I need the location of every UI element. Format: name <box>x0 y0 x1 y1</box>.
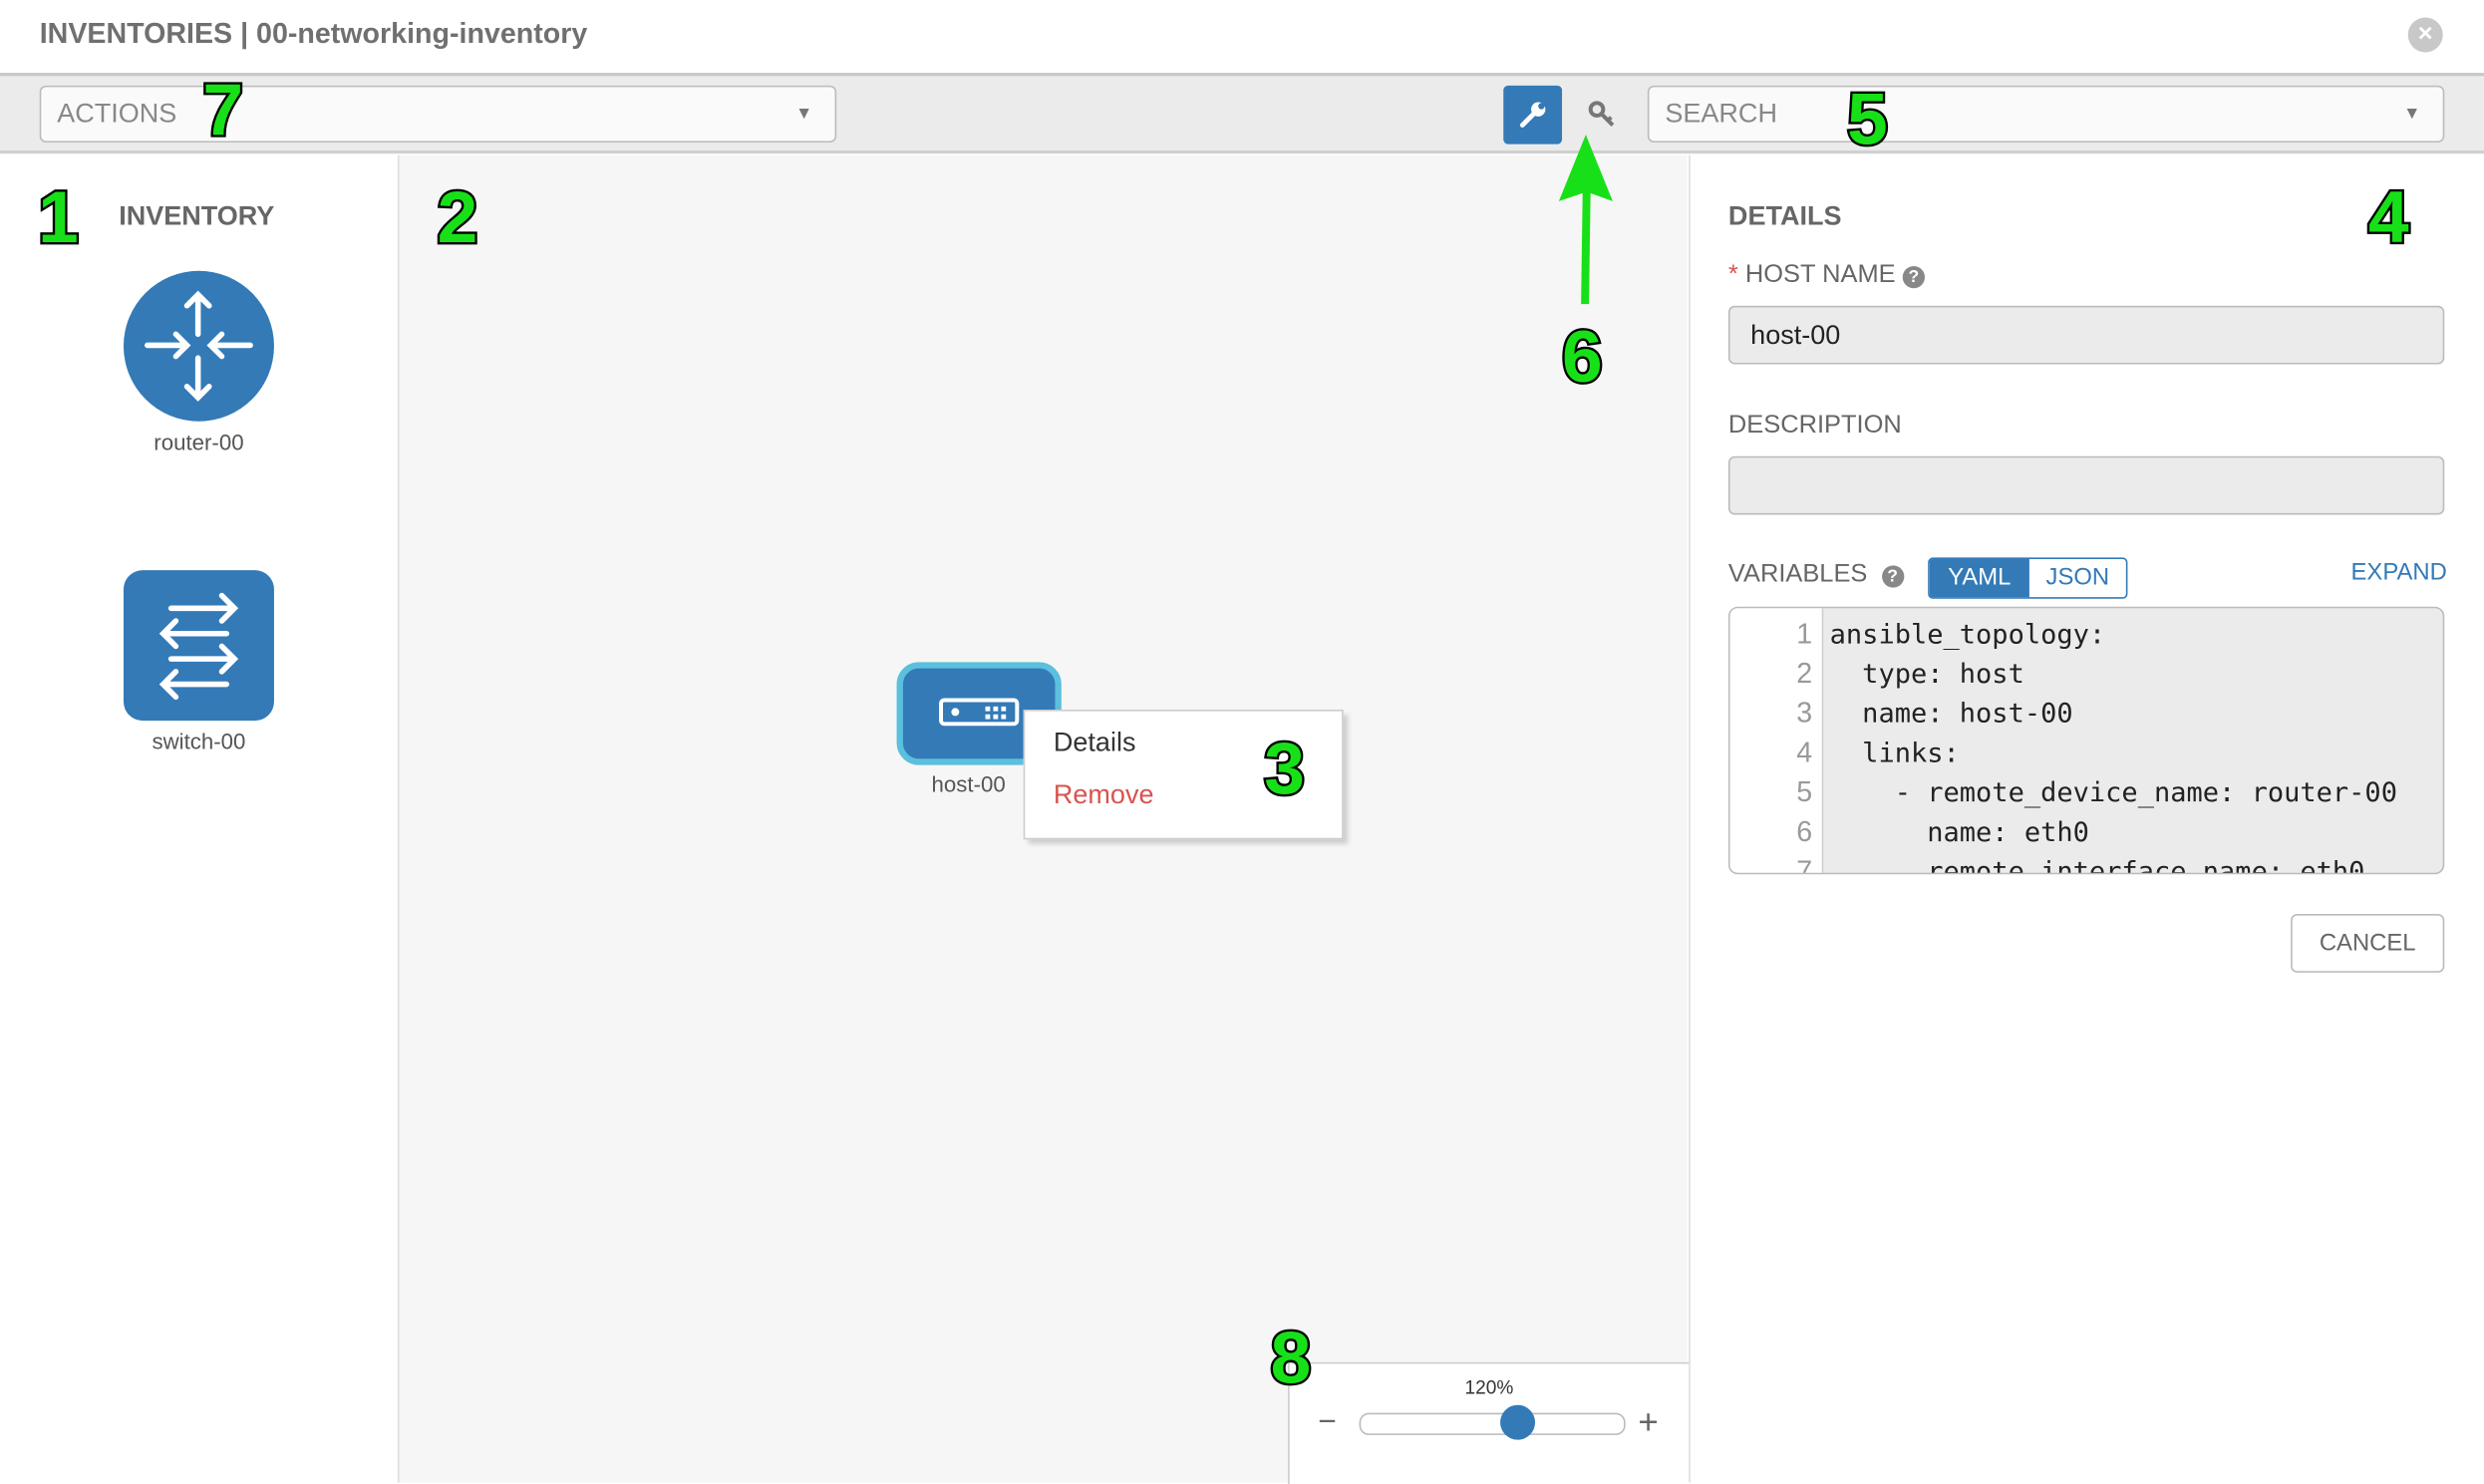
help-icon[interactable]: ? <box>1881 565 1904 588</box>
description-input[interactable] <box>1727 455 2445 515</box>
expand-link[interactable]: EXPAND <box>2350 559 2447 587</box>
key-tool-button[interactable] <box>1572 86 1631 145</box>
annotation-6: 6 <box>1560 313 1605 400</box>
required-mark: * <box>1727 261 1738 289</box>
context-menu-remove[interactable]: Remove <box>1053 778 1154 810</box>
cancel-button[interactable]: CANCEL <box>2291 914 2445 973</box>
router-icon <box>145 290 253 402</box>
annotation-8: 8 <box>1268 1314 1313 1400</box>
context-menu: Details Remove <box>1023 710 1344 840</box>
zoom-slider[interactable] <box>1359 1412 1626 1435</box>
variables-editor[interactable]: 1 ansible_topology: 2 type: host 3 name: ho… <box>1727 606 2445 875</box>
zoom-slider-thumb[interactable] <box>1500 1404 1536 1440</box>
wrench-tool-button[interactable] <box>1503 85 1563 145</box>
zoom-level: 120% <box>1464 1376 1514 1399</box>
variables-label: VARIABLES ? <box>1728 561 1904 590</box>
host-name-text: HOST NAME <box>1744 261 1896 289</box>
code-line: - remote_device_name: router-00 <box>1829 777 2397 810</box>
search-label: SEARCH <box>1665 98 1777 129</box>
line-number: 7 <box>1796 855 1813 875</box>
host-00-label: host-00 <box>931 770 1006 797</box>
zoom-control: 120% − + <box>1288 1361 1690 1484</box>
close-circle-icon[interactable]: × <box>2407 17 2443 53</box>
help-icon[interactable]: ? <box>1902 266 1925 289</box>
host-name-input[interactable]: host-00 <box>1727 305 2445 365</box>
line-number: 1 <box>1796 617 1813 650</box>
annotation-2: 2 <box>435 173 479 260</box>
code-line: type: host <box>1829 659 2024 691</box>
code-line: ansible_topology: <box>1829 619 2106 652</box>
key-icon <box>1587 101 1614 127</box>
line-number: 4 <box>1796 737 1813 768</box>
context-menu-details[interactable]: Details <box>1053 727 1136 757</box>
host-name-label: * HOST NAME ? <box>1728 261 1925 290</box>
actions-label: ACTIONS <box>57 98 177 129</box>
code-line: links: <box>1829 738 1960 770</box>
inventory-panel: INVENTORY router-00 switch-00 <box>0 154 400 1483</box>
host-icon <box>939 698 1020 727</box>
router-00-item[interactable] <box>123 270 274 422</box>
annotation-3: 3 <box>1262 725 1307 811</box>
code-line: name: eth0 <box>1829 817 2089 849</box>
yaml-toggle[interactable]: YAML <box>1929 559 2029 598</box>
format-toggle: YAML JSON <box>1928 557 2128 599</box>
annotation-4: 4 <box>2366 173 2411 260</box>
description-label: DESCRIPTION <box>1727 412 1902 440</box>
switch-00-label: switch-00 <box>152 729 246 754</box>
code-line: remote_interface_name: eth0 <box>1829 856 2365 875</box>
zoom-in-button[interactable]: + <box>1638 1401 1659 1442</box>
line-number: 5 <box>1796 775 1813 808</box>
line-gutter <box>1729 608 1824 873</box>
annotation-1: 1 <box>36 173 81 260</box>
zoom-out-button[interactable]: − <box>1318 1404 1337 1440</box>
variables-text: VARIABLES <box>1727 560 1868 588</box>
annotation-5: 5 <box>1845 75 1890 161</box>
router-00-label: router-00 <box>154 429 244 455</box>
page-title: INVENTORIES | 00-networking-inventory <box>39 17 588 50</box>
line-number: 2 <box>1796 657 1813 690</box>
chevron-down-icon: ▼ <box>2403 104 2421 124</box>
topology-canvas[interactable]: host-00 Details Remove 120% − + <box>399 154 1690 1484</box>
switch-00-item[interactable] <box>123 570 274 722</box>
wrench-icon <box>1519 102 1545 128</box>
details-heading: DETAILS <box>1727 200 1842 232</box>
annotation-7: 7 <box>200 66 245 152</box>
line-number: 6 <box>1796 815 1813 848</box>
json-toggle[interactable]: JSON <box>2045 563 2110 591</box>
search-dropdown[interactable]: SEARCH ▼ <box>1647 85 2445 144</box>
chevron-down-icon: ▼ <box>795 104 813 124</box>
switch-icon <box>158 592 239 701</box>
actions-dropdown[interactable]: ACTIONS ▼ <box>39 85 837 144</box>
code-line: name: host-00 <box>1829 698 2073 731</box>
toolbar: ACTIONS ▼ SEARCH ▼ <box>0 73 2484 154</box>
annotation-arrow-icon <box>1558 135 1613 305</box>
line-number: 3 <box>1796 697 1813 730</box>
inventory-heading: INVENTORY <box>119 200 275 232</box>
